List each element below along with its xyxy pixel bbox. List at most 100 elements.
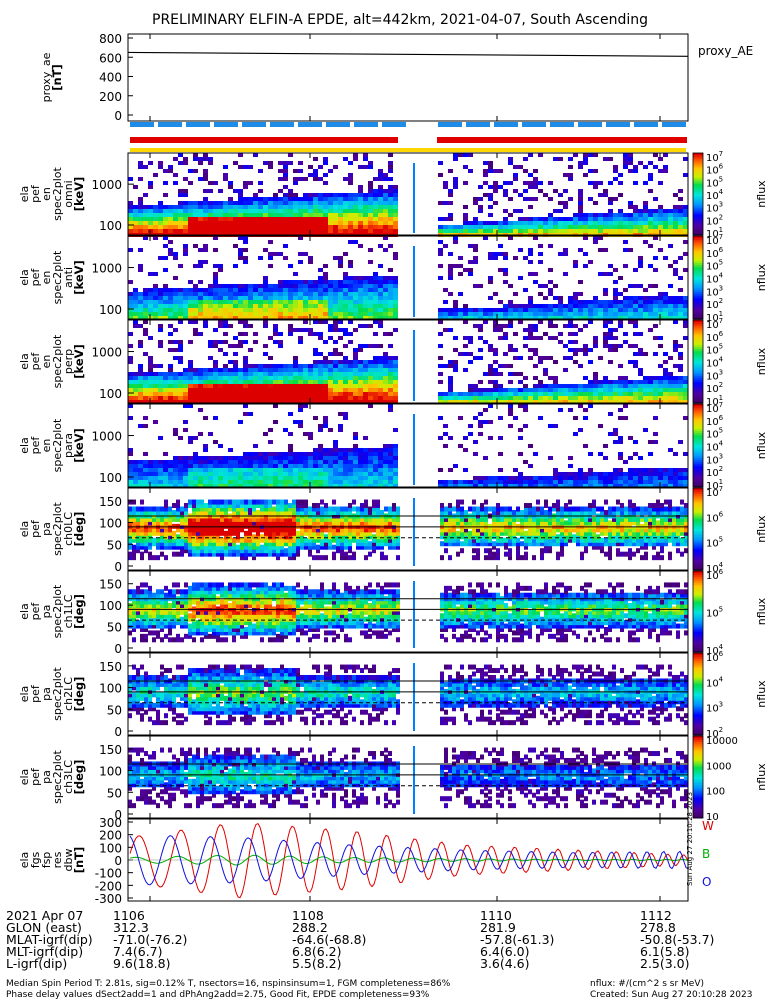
spectrogram-cell	[273, 368, 278, 372]
spectrogram-cell	[248, 288, 253, 292]
spectrogram-cell	[638, 217, 643, 221]
spectrogram-cell	[168, 476, 173, 480]
spectrogram-cell	[558, 316, 563, 320]
spectrogram-cell	[458, 392, 463, 396]
spectrogram-cell	[563, 252, 568, 256]
spectrogram-cell	[328, 396, 333, 400]
spectrogram-cell	[263, 296, 268, 300]
spectrogram-cell	[133, 312, 138, 316]
spectrogram-cell	[198, 201, 203, 205]
spectrogram-cell	[283, 476, 288, 480]
spectrogram-cell	[633, 229, 638, 233]
spectrogram-cell	[278, 300, 283, 304]
spectrogram-cell	[658, 221, 663, 225]
spectrogram-cell	[248, 472, 253, 476]
spectrogram-cell	[200, 527, 204, 533]
spectrogram-cell	[318, 332, 323, 336]
spectrogram-cell	[238, 296, 243, 300]
spectrogram-cell	[663, 480, 668, 484]
spectrogram-cell	[213, 288, 218, 292]
spectrogram-cell	[413, 414, 415, 485]
spectrogram-cell	[468, 272, 473, 276]
spectrogram-cell	[256, 544, 260, 550]
spectrogram-cell	[473, 260, 478, 264]
spectrogram-cell	[223, 288, 228, 292]
spectrogram-cell	[618, 416, 623, 420]
spectrogram-cell	[298, 404, 303, 408]
spectrogram-cell	[156, 523, 160, 529]
spectrogram-cell	[228, 308, 233, 312]
spectrogram-cell	[493, 328, 498, 332]
spectrogram-cell	[268, 380, 273, 384]
spectrogram-cell	[348, 304, 353, 308]
spectrogram-cell	[178, 436, 183, 440]
spectrogram-cell	[278, 161, 283, 165]
colorbar-segment	[693, 369, 703, 373]
spectrogram-cell	[152, 516, 156, 522]
spectrogram-cell	[473, 256, 478, 260]
spectrogram-cell	[333, 229, 338, 233]
spectrogram-cell	[528, 197, 533, 201]
spectrogram-cell	[488, 193, 493, 197]
spectrogram-cell	[358, 280, 363, 284]
spectrogram-cell	[143, 424, 148, 428]
spectrogram-cell	[363, 392, 368, 396]
spectrogram-cell	[668, 472, 673, 476]
spectrogram-cell	[388, 368, 393, 372]
spectrogram-cell	[178, 472, 183, 476]
spectrogram-cell	[218, 264, 223, 268]
spectrogram-cell	[278, 456, 283, 460]
spectrogram-cell	[248, 400, 253, 404]
spectrogram-cell	[256, 537, 260, 543]
spectrogram-cell	[683, 308, 688, 312]
spectrogram-cell	[363, 153, 368, 157]
colorbar-segment	[693, 443, 703, 446]
spectrogram-cell	[533, 364, 538, 368]
spectrogram-cell	[258, 300, 263, 304]
colorbar-segment	[693, 165, 703, 168]
spectrogram-cell	[503, 400, 508, 404]
spectrogram-cell	[488, 252, 493, 256]
spectrogram-cell	[313, 360, 318, 364]
spectrogram-cell	[508, 157, 513, 161]
spectrogram-cell	[188, 456, 193, 460]
spectrogram-cell	[393, 388, 398, 392]
spectrogram-cell	[508, 197, 513, 201]
colorbar-segment	[693, 451, 703, 455]
spectrogram-cell	[578, 400, 583, 404]
spectrogram-cell	[248, 468, 253, 472]
spectrogram-cell	[353, 153, 358, 157]
spectrogram-cell	[228, 392, 233, 396]
spectrogram-cell	[173, 456, 178, 460]
spectrogram-cell	[203, 169, 208, 173]
spectrogram-cell	[568, 408, 573, 412]
spectrogram-cell	[373, 380, 378, 384]
colorbar-segment	[693, 330, 703, 333]
spectrogram-cell	[196, 548, 200, 554]
colorbar-segment	[693, 433, 703, 436]
spectrogram-cell	[373, 372, 378, 376]
spectrogram-cell	[193, 288, 198, 292]
spectrogram-cell	[498, 484, 503, 488]
spectrogram-cell	[478, 412, 483, 416]
spectrogram-cell	[608, 217, 613, 221]
spectrogram-cell	[258, 480, 263, 484]
spectrogram-cell	[223, 384, 228, 388]
spectrogram-cell	[233, 296, 238, 300]
colorbar-segment	[693, 306, 703, 310]
spectrogram-cell	[678, 480, 683, 484]
spectrogram-cell	[608, 484, 613, 488]
spectrogram-cell	[623, 157, 628, 161]
spectrogram-cell	[216, 506, 220, 512]
spectrogram-cell	[568, 221, 573, 225]
spectrogram-cell	[152, 520, 156, 526]
spectrogram-cell	[263, 197, 268, 201]
spectrogram-cell	[353, 229, 358, 233]
spectrogram-cell	[204, 534, 208, 540]
spectrogram-cell	[308, 432, 313, 436]
spectrogram-cell	[608, 213, 613, 217]
spectrogram-cell	[598, 217, 603, 221]
spectrogram-cell	[523, 388, 528, 392]
spectrogram-cell	[678, 384, 683, 388]
spectrogram-cell	[358, 296, 363, 300]
